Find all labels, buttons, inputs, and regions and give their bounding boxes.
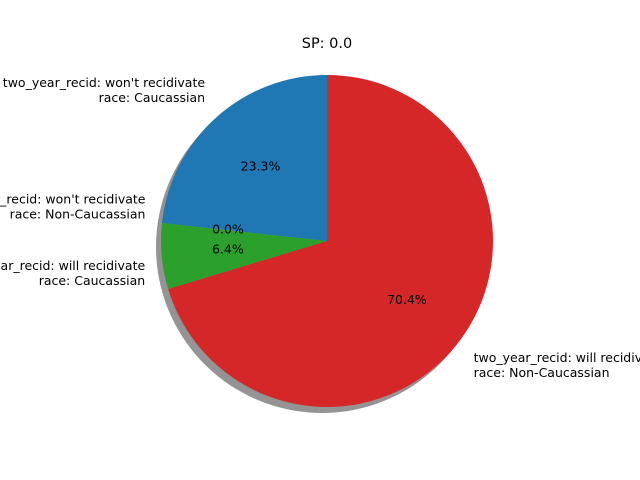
pie-labels: 23.3% two_year_recid: won't recidivate rac…	[0, 75, 640, 380]
pie-slice-1-label: two_year_recid: won't recidivate race: Ca…	[3, 75, 206, 105]
pie-slice-1-percent-label: 23.3%	[241, 158, 281, 173]
pie-slices	[160, 75, 493, 407]
pie-slice-4	[168, 75, 493, 407]
pie-slice-2-percent-label: 0.0%	[212, 222, 244, 237]
pie-slice-3	[160, 223, 327, 290]
chart-title: SP: 0.0	[302, 36, 353, 52]
pie-slice-3-percent-label: 6.4%	[212, 242, 244, 257]
pie-slice-1	[161, 75, 327, 241]
pie-slice-4-percent-label: 70.4%	[387, 292, 427, 307]
